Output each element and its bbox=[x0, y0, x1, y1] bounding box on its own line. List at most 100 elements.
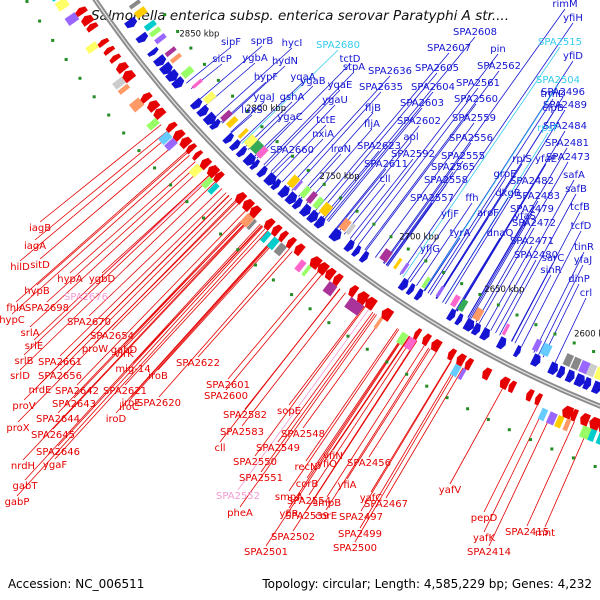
reverse-gene-label: SPA2620 bbox=[137, 398, 181, 409]
reverse-label-connector bbox=[288, 305, 365, 406]
reverse-gene-arrow bbox=[165, 121, 178, 133]
forward-gene-label: SPA2562 bbox=[477, 61, 521, 72]
accession-text: Accession: NC_006511 bbox=[8, 577, 145, 591]
forward-gene-label: aroF bbox=[477, 208, 499, 219]
forward-gene-arrow bbox=[351, 244, 362, 257]
tick-dot bbox=[528, 438, 532, 442]
tick-dot bbox=[445, 396, 449, 400]
reverse-gene-arrow bbox=[381, 307, 395, 322]
gene-block bbox=[201, 176, 214, 189]
tick-dot bbox=[346, 334, 350, 338]
gene-block bbox=[562, 353, 575, 368]
reverse-gene-label: SPA2456 bbox=[347, 458, 391, 469]
forward-gene-label: SPA2555 bbox=[441, 151, 485, 162]
forward-label-connector bbox=[322, 150, 380, 218]
forward-gene-arrow bbox=[124, 16, 138, 29]
tick-dot bbox=[406, 247, 410, 251]
reverse-label-connector bbox=[354, 365, 460, 543]
forward-gene-label: SPA2559 bbox=[452, 113, 496, 124]
forward-label-connector bbox=[291, 91, 382, 191]
gene-block bbox=[294, 259, 307, 273]
reverse-gene-label: hilD bbox=[10, 262, 30, 273]
forward-label-connector bbox=[318, 72, 438, 214]
reverse-label-connector bbox=[59, 192, 227, 357]
reverse-label-connector bbox=[23, 194, 230, 401]
forward-gene-label: sarC bbox=[542, 253, 564, 264]
reverse-gene-label: ygaF bbox=[43, 460, 67, 471]
gene-block bbox=[393, 257, 403, 270]
tick-dot bbox=[365, 347, 369, 351]
reverse-gene-label: SPA2642 bbox=[55, 386, 99, 397]
forward-label-connector bbox=[374, 122, 475, 258]
gene-block bbox=[202, 91, 217, 105]
forward-gene-label: SPA2482 bbox=[510, 176, 554, 187]
reverse-gene-arrow bbox=[185, 143, 198, 155]
reverse-gene-arrow bbox=[278, 230, 290, 243]
gene-block bbox=[180, 65, 195, 79]
reverse-label-connector bbox=[449, 388, 503, 485]
forward-label-connector bbox=[315, 52, 450, 212]
reverse-gene-arrow bbox=[348, 284, 360, 298]
reverse-gene-arrow bbox=[242, 198, 256, 213]
tick-dot bbox=[405, 372, 409, 376]
forward-label-connector bbox=[382, 8, 566, 264]
reverse-gene-arrow bbox=[81, 14, 95, 27]
forward-gene-arrow bbox=[582, 376, 592, 390]
reverse-gene-arrow bbox=[421, 333, 432, 347]
reverse-gene-arrow bbox=[153, 107, 167, 121]
reverse-label-connector bbox=[308, 337, 413, 496]
forward-gene-label: ygaU bbox=[322, 95, 348, 106]
reverse-gene-arrow bbox=[534, 393, 544, 406]
reverse-label-connector bbox=[157, 238, 278, 371]
forward-gene-label: SPA2489 bbox=[543, 100, 587, 111]
forward-gene-label: SPA2473 bbox=[546, 152, 590, 163]
reverse-label-connector bbox=[359, 364, 458, 529]
gene-block bbox=[322, 281, 338, 297]
gene-block bbox=[146, 117, 160, 131]
reverse-gene-label: SPA2497 bbox=[339, 512, 383, 523]
gene-block bbox=[225, 115, 239, 129]
reverse-gene-label: yafC bbox=[360, 493, 383, 504]
gene-block bbox=[578, 425, 592, 440]
reverse-gene-label: hypC bbox=[0, 315, 25, 326]
forward-gene-label: clpB bbox=[542, 103, 564, 114]
gene-block bbox=[595, 431, 600, 445]
forward-gene-label: yfjF bbox=[441, 209, 459, 220]
gene-block bbox=[545, 411, 558, 426]
reverse-label-connector bbox=[39, 124, 162, 223]
tick-dot bbox=[355, 209, 359, 213]
reverse-gene-label: gabD bbox=[111, 345, 138, 356]
gene-block bbox=[554, 414, 565, 429]
forward-gene-arrow bbox=[202, 111, 217, 126]
tick-dot bbox=[553, 332, 557, 336]
forward-gene-label: apl bbox=[403, 132, 418, 143]
forward-label-connector bbox=[423, 84, 559, 292]
reverse-gene-label: corE bbox=[315, 511, 337, 522]
reverse-label-connector bbox=[292, 340, 417, 532]
reverse-label-connector bbox=[52, 217, 253, 430]
forward-gene-label: ygaC bbox=[277, 112, 302, 123]
reverse-gene-label: SPA2670 bbox=[67, 317, 111, 328]
forward-gene-label: SPA2556 bbox=[449, 133, 493, 144]
reverse-gene-arrow bbox=[146, 100, 161, 113]
footer: Accession: NC_006511 Topology: circular;… bbox=[0, 577, 600, 595]
forward-label-connector bbox=[399, 22, 574, 276]
forward-label-connector bbox=[231, 114, 253, 134]
reverse-gene-label: smpA bbox=[275, 492, 303, 503]
gene-block bbox=[154, 32, 167, 45]
forward-label-connector bbox=[265, 89, 341, 167]
forward-gene-arrow bbox=[555, 365, 566, 379]
reverse-label-connector bbox=[526, 421, 575, 527]
reverse-gene-label: mnt bbox=[535, 528, 555, 539]
forward-gene-label: SPA2496 bbox=[541, 87, 585, 98]
forward-label-connector bbox=[455, 237, 501, 311]
reverse-label-connector bbox=[544, 427, 590, 528]
reverse-label-connector bbox=[483, 405, 538, 513]
forward-gene-label: rpsF bbox=[537, 123, 559, 134]
forward-gene-arrow bbox=[171, 76, 185, 89]
reverse-label-connector bbox=[128, 237, 277, 402]
forward-gene-label: SPA2605 bbox=[415, 63, 459, 74]
tick-dot bbox=[253, 263, 257, 267]
gene-block bbox=[143, 19, 157, 32]
reverse-label-connector bbox=[265, 333, 407, 547]
